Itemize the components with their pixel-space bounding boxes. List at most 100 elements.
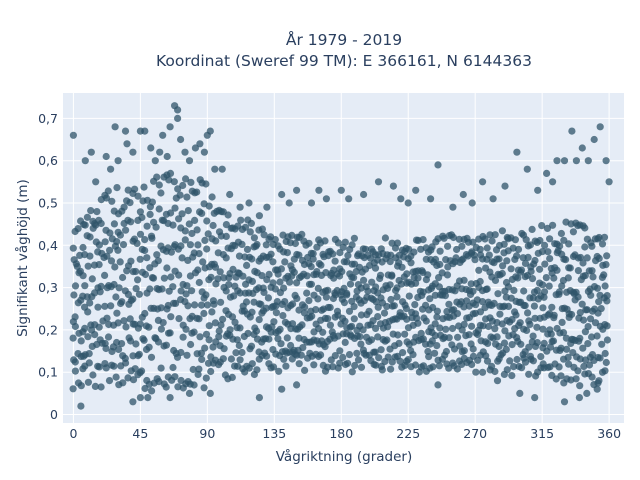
y-tick-label: 0,1 bbox=[38, 365, 58, 380]
data-point bbox=[218, 165, 226, 173]
data-point bbox=[436, 324, 444, 332]
data-point bbox=[433, 307, 441, 315]
data-point bbox=[303, 272, 311, 280]
data-point bbox=[81, 282, 89, 290]
data-point bbox=[343, 258, 351, 266]
data-point bbox=[341, 238, 349, 246]
data-point bbox=[463, 297, 471, 305]
data-point bbox=[602, 358, 610, 367]
data-point bbox=[531, 314, 539, 322]
data-point bbox=[524, 309, 532, 317]
data-point bbox=[491, 325, 499, 333]
data-point bbox=[541, 241, 549, 249]
data-point bbox=[449, 203, 457, 211]
data-point bbox=[214, 275, 222, 283]
data-point bbox=[293, 381, 301, 389]
data-point bbox=[136, 208, 144, 216]
data-point bbox=[84, 262, 92, 270]
data-point bbox=[143, 222, 151, 230]
data-point bbox=[126, 199, 134, 207]
y-axis-title: Signifikant våghöjd (m) bbox=[14, 179, 31, 337]
data-point bbox=[345, 351, 354, 359]
data-point bbox=[550, 311, 558, 319]
data-point bbox=[401, 330, 409, 338]
data-point bbox=[513, 148, 521, 156]
data-point bbox=[429, 363, 437, 371]
data-point bbox=[111, 263, 119, 271]
data-point bbox=[417, 329, 425, 337]
data-point bbox=[481, 235, 489, 243]
data-point bbox=[243, 245, 252, 253]
y-axis-ticks: 0 0,1 0,2 0,3 0,4 0,5 0,6 0,7 bbox=[38, 111, 58, 422]
data-point bbox=[503, 257, 511, 265]
data-point bbox=[557, 344, 565, 352]
data-point bbox=[95, 261, 103, 269]
data-point bbox=[146, 210, 154, 218]
data-point bbox=[434, 161, 442, 169]
x-tick-label: 315 bbox=[530, 426, 554, 441]
data-point bbox=[403, 270, 411, 278]
data-point bbox=[190, 381, 198, 389]
data-point bbox=[101, 271, 109, 279]
data-point bbox=[602, 157, 610, 165]
data-point bbox=[309, 255, 317, 263]
data-point bbox=[126, 315, 134, 323]
data-point bbox=[549, 221, 557, 229]
data-point bbox=[71, 282, 80, 290]
data-point bbox=[295, 306, 303, 314]
data-point bbox=[252, 327, 261, 335]
data-point bbox=[428, 337, 436, 345]
data-point bbox=[136, 230, 145, 238]
data-point bbox=[558, 282, 566, 290]
data-point bbox=[411, 301, 419, 309]
data-point bbox=[144, 394, 152, 402]
data-point bbox=[181, 148, 189, 156]
data-point bbox=[285, 199, 293, 207]
data-point bbox=[253, 240, 261, 249]
data-point bbox=[419, 288, 427, 296]
data-point bbox=[574, 367, 582, 375]
data-point bbox=[453, 365, 461, 373]
data-point bbox=[533, 323, 541, 331]
data-point bbox=[513, 252, 521, 260]
data-point bbox=[193, 226, 201, 234]
data-point bbox=[431, 320, 439, 328]
x-axis-ticks: 0 45 90 135 180 225 270 315 360 bbox=[69, 426, 621, 441]
data-point bbox=[344, 251, 352, 260]
data-point bbox=[148, 387, 156, 395]
data-point bbox=[603, 322, 611, 330]
data-point bbox=[512, 311, 520, 319]
data-point bbox=[448, 324, 457, 333]
data-point bbox=[601, 367, 609, 375]
data-point bbox=[91, 289, 99, 297]
data-point bbox=[118, 340, 126, 348]
data-point bbox=[356, 333, 364, 341]
data-point bbox=[123, 140, 131, 148]
data-point bbox=[159, 319, 167, 327]
data-point bbox=[521, 259, 530, 267]
data-point bbox=[188, 229, 196, 238]
data-point bbox=[184, 207, 192, 215]
data-point bbox=[493, 377, 502, 385]
data-point bbox=[345, 195, 353, 203]
data-point bbox=[132, 340, 140, 348]
data-point bbox=[255, 394, 263, 402]
data-point bbox=[501, 182, 509, 190]
data-point bbox=[389, 182, 397, 190]
data-point bbox=[369, 317, 377, 325]
data-point bbox=[187, 340, 195, 349]
data-point bbox=[546, 255, 554, 263]
data-point bbox=[586, 315, 595, 323]
data-point bbox=[175, 271, 183, 279]
data-point bbox=[301, 303, 309, 311]
data-point bbox=[465, 331, 473, 339]
data-point bbox=[77, 402, 85, 410]
data-point bbox=[182, 175, 190, 183]
data-point bbox=[384, 353, 392, 361]
data-point bbox=[386, 281, 394, 289]
data-point bbox=[197, 349, 205, 357]
data-point bbox=[84, 308, 92, 316]
data-point bbox=[145, 323, 153, 331]
x-tick-label: 225 bbox=[396, 426, 420, 441]
data-point bbox=[409, 351, 417, 359]
